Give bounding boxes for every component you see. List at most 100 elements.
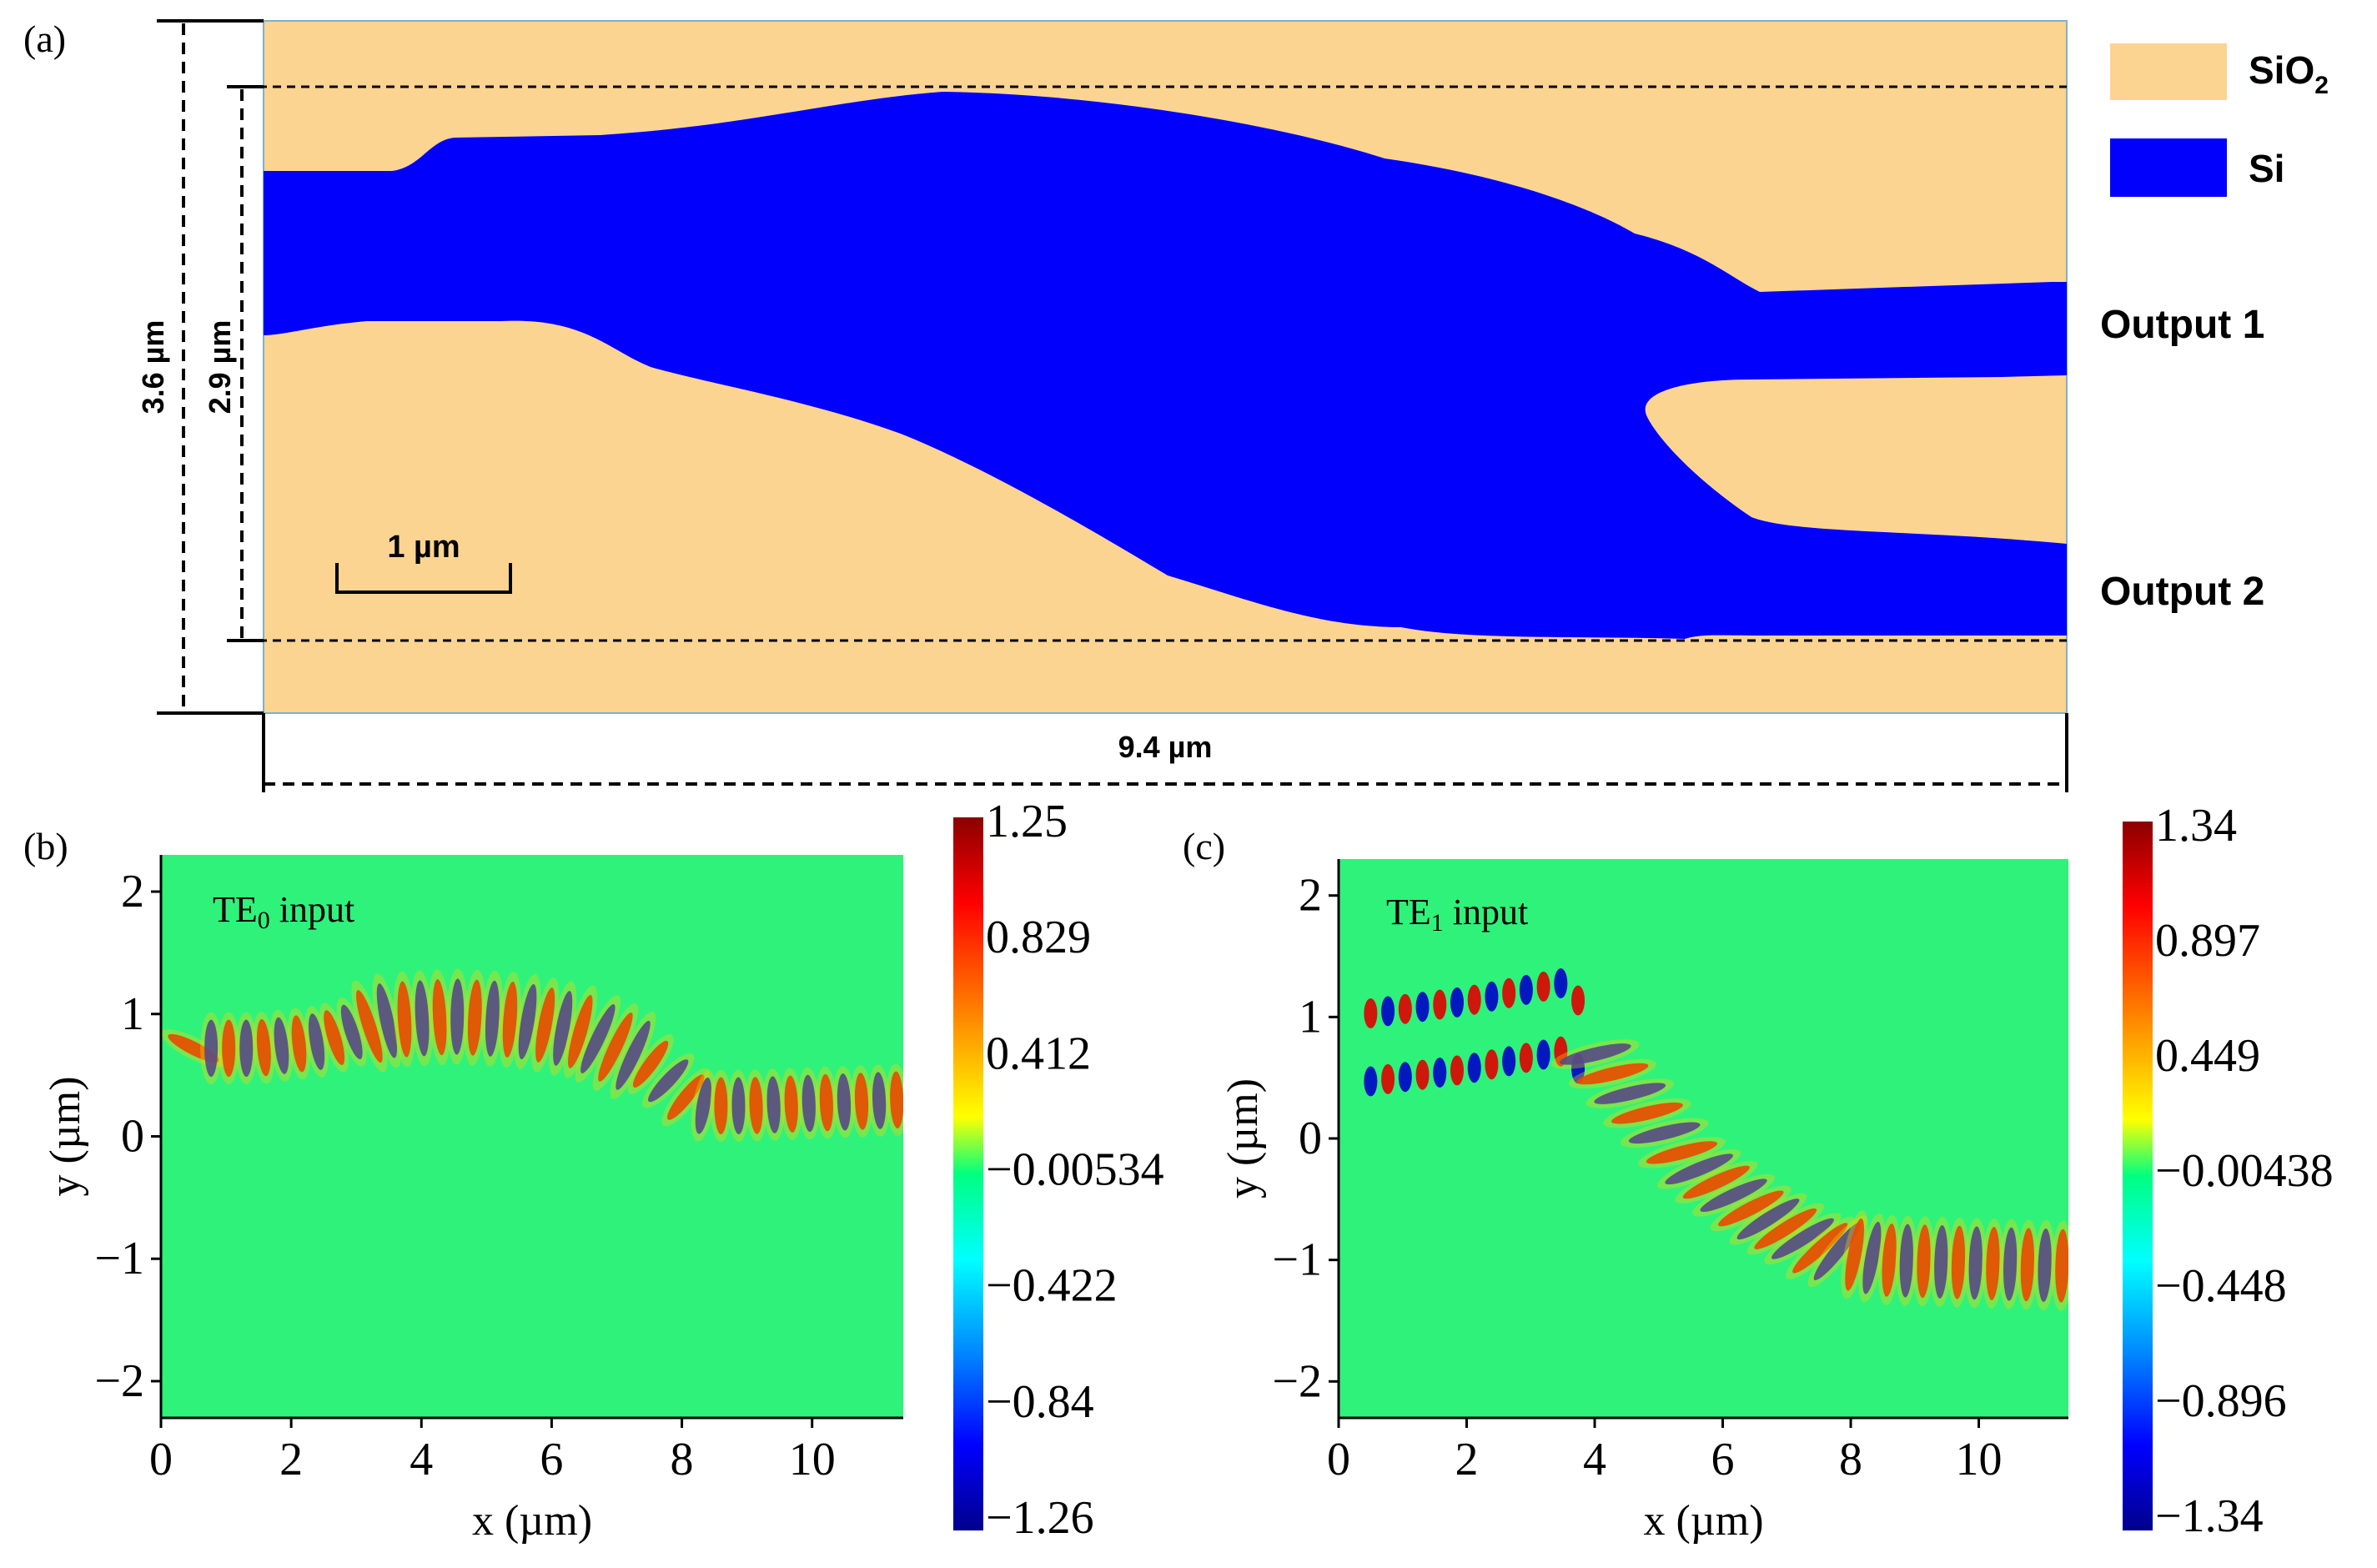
wave-front-c [1502, 977, 1516, 1008]
wave-front-c [1398, 993, 1412, 1024]
wave-front-b [749, 1077, 763, 1134]
wave-front-b [568, 995, 593, 1068]
wave-halo-c [1807, 1215, 1867, 1288]
x-axis-label-b: x (µm) [472, 1497, 592, 1545]
wave-halo-b [642, 1053, 695, 1108]
colorbar-tick-label-c: 1.34 [2155, 800, 2237, 852]
x-tick-label-b: 2 [279, 1434, 303, 1485]
wave-halo-c [1786, 1216, 1855, 1279]
wave-front-c [1485, 1049, 1499, 1080]
colorbar-c [2123, 822, 2153, 1530]
x-axis-label-c: x (µm) [1643, 1497, 1763, 1545]
wave-halo-b [610, 1011, 656, 1099]
wave-front-b [632, 1040, 669, 1088]
wave-front-b [784, 1075, 798, 1133]
wave-halo-c [1729, 1193, 1807, 1245]
wave-halo-b [304, 1006, 329, 1078]
wave-halo-b [351, 980, 388, 1073]
wave-front-b [324, 1010, 345, 1065]
colorbar-tick-label-b: −0.00534 [986, 1144, 1164, 1196]
wave-halo-c [1675, 1160, 1758, 1204]
silicon-core [264, 92, 2067, 639]
wave-halo-c [1912, 1216, 1935, 1307]
wave-halo-c [1746, 1203, 1824, 1255]
wave-halo-b [393, 971, 416, 1068]
wave-front-c [1646, 1141, 1718, 1164]
legend: SiO2 Si [2110, 43, 2329, 197]
wave-halo-b [319, 1003, 349, 1073]
y-tick-label-b: −1 [94, 1233, 144, 1284]
wave-front-c [2003, 1227, 2018, 1301]
x-tick-label-b: 6 [540, 1434, 563, 1485]
wave-halo-b [463, 969, 486, 1066]
y-axis-label-c: y (µm) [1219, 1078, 1267, 1199]
colorbar-tick-label-b: 0.412 [986, 1028, 1091, 1079]
wave-front-c [1364, 1066, 1378, 1097]
wave-halo-c [1858, 1213, 1886, 1303]
wave-front-b [854, 1073, 869, 1130]
y-tick-label-b: 0 [121, 1111, 144, 1163]
wave-front-c [1986, 1226, 2000, 1300]
colorbar-tick-label-c: −0.00438 [2155, 1145, 2334, 1197]
colorbar-ticks-b: 1.25 0.829 0.412 −0.00534 −0.422 −0.84 −1.26 [986, 796, 1164, 1544]
wave-halo-b [815, 1066, 837, 1139]
wave-halo-b [549, 981, 577, 1076]
wave-halo-b [850, 1065, 873, 1138]
wave-halo-b [480, 970, 504, 1067]
x-tick-label-b: 10 [789, 1434, 836, 1485]
wave-front-c [1792, 1223, 1848, 1274]
wave-halo-c [2016, 1219, 2038, 1310]
wave-front-b [872, 1072, 887, 1129]
colorbar-tick-label-b: −1.26 [986, 1492, 1094, 1544]
wave-front-c [2055, 1229, 2068, 1303]
wave-front-c [1415, 1059, 1430, 1090]
wave-halo-c [1621, 1118, 1709, 1148]
wave-halo-c [1764, 1213, 1842, 1265]
y-tick-label-b: 2 [121, 866, 144, 917]
outer-dimension-marker [157, 19, 264, 715]
outer-dimension-label: 3.6 µm [136, 320, 170, 415]
y-tick-label-c: 0 [1299, 1113, 1322, 1164]
wave-halo-c [1692, 1173, 1775, 1217]
wave-front-c [2020, 1228, 2035, 1302]
wave-front-b [467, 979, 482, 1056]
wave-front-c [1951, 1225, 1966, 1299]
wave-front-c [1554, 968, 1568, 999]
colorbar-tick-label-c: −0.448 [2155, 1260, 2287, 1312]
wave-front-b [616, 1020, 651, 1090]
y-axis-label-b: y (µm) [42, 1076, 89, 1196]
wave-front-b [309, 1013, 325, 1070]
colorbar-tick-label-c: 0.897 [2155, 915, 2260, 967]
panel-a-label: (a) [23, 18, 66, 60]
wave-halo-b [563, 985, 597, 1078]
wave-halo-b [797, 1067, 820, 1140]
wave-front-c [1519, 1043, 1533, 1073]
wave-front-b [598, 1012, 633, 1082]
field-map-b [161, 855, 903, 1418]
wave-front-b [648, 1059, 689, 1103]
wave-front-b [485, 980, 500, 1057]
wave-halo-c [1964, 1218, 1987, 1309]
wave-halo-c [1947, 1217, 1970, 1308]
wave-front-c [1467, 1053, 1481, 1083]
colorbar-tick-label-b: −0.422 [986, 1260, 1118, 1312]
wave-front-b [204, 1019, 219, 1078]
wave-front-c [1571, 985, 1586, 1016]
x-tick-label-b: 0 [149, 1434, 173, 1485]
y-tick-label-c: 1 [1299, 991, 1322, 1043]
legend-swatch-sio2 [2110, 43, 2227, 100]
wave-front-c [1594, 1083, 1666, 1104]
wave-halo-b [627, 1034, 674, 1094]
wave-halo-b [886, 1063, 903, 1136]
wave-halo-c [1586, 1078, 1674, 1108]
wave-halo-b [832, 1066, 856, 1138]
wave-front-c [1519, 974, 1533, 1005]
wave-halo-c [1877, 1215, 1901, 1305]
inner-dashed-lines [230, 85, 2067, 642]
wave-front-c [1862, 1221, 1882, 1294]
wave-halo-c [1841, 1210, 1868, 1299]
colorbar-tick-label-c: −0.896 [2155, 1375, 2287, 1427]
wave-halo-b [727, 1069, 750, 1143]
wave-front-b [802, 1074, 816, 1133]
